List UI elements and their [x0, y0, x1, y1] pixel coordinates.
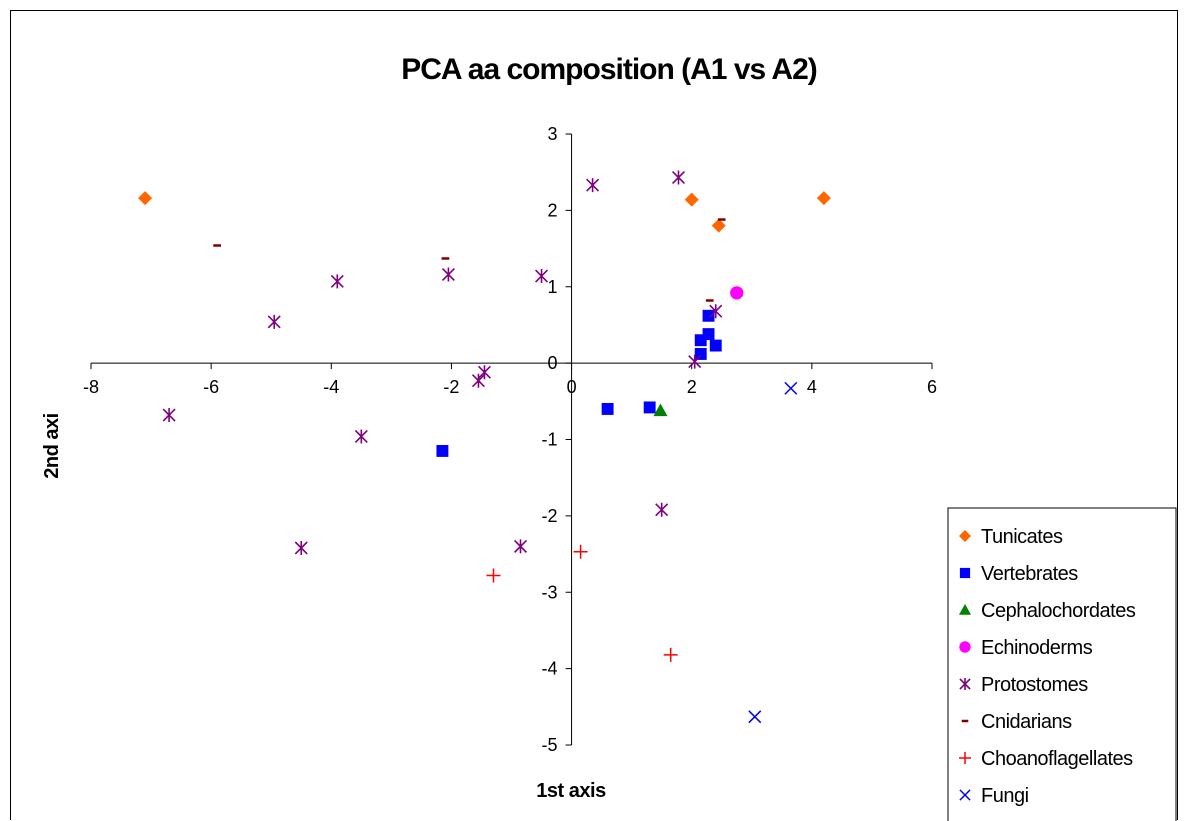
chart-area: PCA aa composition (A1 vs A2) -8 -6 -4 -2 0 2… [10, 10, 1178, 821]
legend-label-tunicates: Tunicates [981, 526, 1063, 548]
point-protostomes [671, 170, 686, 185]
point-protostomes [655, 502, 669, 517]
legend-marker-choanoflagellates [959, 752, 971, 764]
data-points [138, 170, 831, 724]
x-axis-title: 1st axis [536, 780, 606, 802]
point-tunicates [711, 218, 726, 233]
axes: -8 -6 -4 -2 0 2 4 6 3 2 1 0 -1 -2 -3 -4 -5 [83, 124, 937, 755]
point-tunicates [684, 192, 699, 207]
point-protostomes [709, 304, 723, 319]
y-tick-label: 2 [548, 200, 558, 220]
y-axis-title: 2nd axi [41, 413, 63, 478]
point-choanoflagellates [486, 568, 501, 583]
legend-marker-vertebrates [959, 567, 971, 579]
point-protostomes [294, 540, 308, 555]
legend-label-fungi: Fungi [981, 785, 1029, 807]
point-vertebrates [709, 339, 722, 352]
point-choanoflagellates [573, 544, 588, 559]
legend-label-protostomes: Protostomes [981, 674, 1088, 696]
x-tick-label: 6 [927, 377, 937, 397]
legend: Tunicates Vertebrates Cephalochordates Echi… [947, 507, 1177, 821]
x-tick-label: -2 [443, 377, 459, 397]
legend-label-echinoderms: Echinoderms [981, 637, 1093, 659]
y-tick-label: -4 [542, 659, 558, 679]
point-protostomes [471, 373, 485, 388]
scatter-chart: PCA aa composition (A1 vs A2) -8 -6 -4 -2 0 2… [41, 53, 1177, 821]
point-vertebrates [436, 445, 449, 457]
point-protostomes [267, 314, 281, 329]
x-tick-label: -6 [203, 377, 219, 397]
point-fungi [784, 381, 798, 395]
legend-marker-fungi [959, 789, 971, 801]
point-protostomes [586, 178, 600, 193]
point-cephalochordates [653, 403, 668, 417]
point-vertebrates [694, 348, 707, 360]
y-tick-label: -1 [542, 430, 558, 450]
x-tick-label: 4 [807, 377, 817, 397]
point-protostomes [535, 269, 549, 284]
y-tick-label: -3 [542, 582, 558, 602]
point-echinoderms [730, 286, 744, 300]
y-tick-label: 3 [548, 124, 558, 144]
point-protostomes [513, 539, 528, 554]
point-protostomes [162, 408, 176, 423]
point-protostomes [330, 274, 344, 289]
point-choanoflagellates [663, 647, 678, 662]
point-protostomes [477, 365, 491, 380]
point-vertebrates [702, 309, 715, 322]
x-tick-label: 0 [567, 377, 577, 397]
legend-marker-protostomes [959, 678, 971, 690]
legend-marker-tunicates [959, 530, 971, 542]
point-vertebrates [601, 403, 614, 415]
legend-marker-echinoderms [959, 641, 971, 653]
legend-label-cephalochordates: Cephalochordates [981, 600, 1136, 622]
point-fungi [748, 710, 762, 724]
legend-label-choanoflagellates: Choanoflagellates [981, 748, 1133, 770]
y-tick-label: 1 [548, 277, 558, 297]
x-tick-label: -4 [323, 377, 339, 397]
legend-box [947, 507, 1177, 821]
point-protostomes [688, 354, 702, 369]
legend-label-vertebrates: Vertebrates [981, 563, 1078, 585]
y-tick-label: 0 [548, 353, 558, 373]
x-tick-label: -8 [83, 377, 99, 397]
point-tunicates [816, 191, 831, 206]
chart-title: PCA aa composition (A1 vs A2) [401, 53, 817, 86]
point-protostomes [354, 429, 368, 444]
point-tunicates [138, 191, 153, 206]
point-vertebrates [643, 401, 656, 414]
x-tick-label: 2 [687, 377, 697, 397]
point-vertebrates [694, 334, 707, 347]
point-protostomes [441, 267, 455, 282]
y-tick-label: -5 [542, 735, 558, 755]
point-vertebrates [702, 328, 715, 341]
legend-marker-cephalochordates [959, 604, 971, 615]
y-tick-label: -2 [542, 506, 558, 526]
legend-label-cnidarians: Cnidarians [981, 711, 1072, 733]
